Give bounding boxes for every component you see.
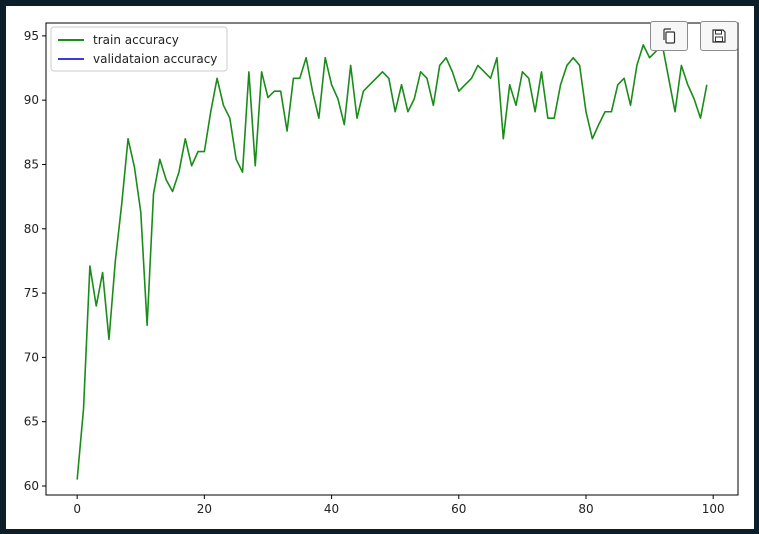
x-tick-label: 60 [451, 502, 466, 516]
legend-label: train accuracy [93, 33, 179, 47]
y-tick-label: 95 [24, 29, 39, 43]
floppy-disk-icon [712, 29, 726, 43]
legend: train accuracy validataion accuracy [50, 26, 228, 72]
y-tick-label: 90 [24, 93, 39, 107]
copy-icon [663, 28, 676, 44]
y-tick-label: 65 [24, 415, 39, 429]
y-tick-label: 85 [24, 157, 39, 171]
copy-button[interactable] [650, 21, 688, 51]
line-chart: 0 20 40 60 80 100 60 65 70 75 80 85 90 95 train accur… [24, 22, 739, 516]
y-tick-label: 60 [24, 479, 39, 493]
series-line-train-accuracy [76, 44, 708, 480]
x-tick-label: 80 [578, 502, 593, 516]
legend-label: validataion accuracy [93, 52, 217, 66]
x-tick-label: 40 [324, 502, 339, 516]
save-button[interactable] [700, 21, 738, 51]
plot-area-border [45, 22, 739, 496]
figure-frame: 0 20 40 60 80 100 60 65 70 75 80 85 90 95 train accur… [6, 6, 754, 529]
y-tick-label: 70 [24, 350, 39, 364]
x-tick-label: 20 [197, 502, 212, 516]
y-tick-label: 75 [24, 286, 39, 300]
x-tick-label: 0 [73, 502, 81, 516]
x-tick-label: 100 [702, 502, 725, 516]
legend-box [50, 26, 228, 72]
y-tick-label: 80 [24, 222, 39, 236]
